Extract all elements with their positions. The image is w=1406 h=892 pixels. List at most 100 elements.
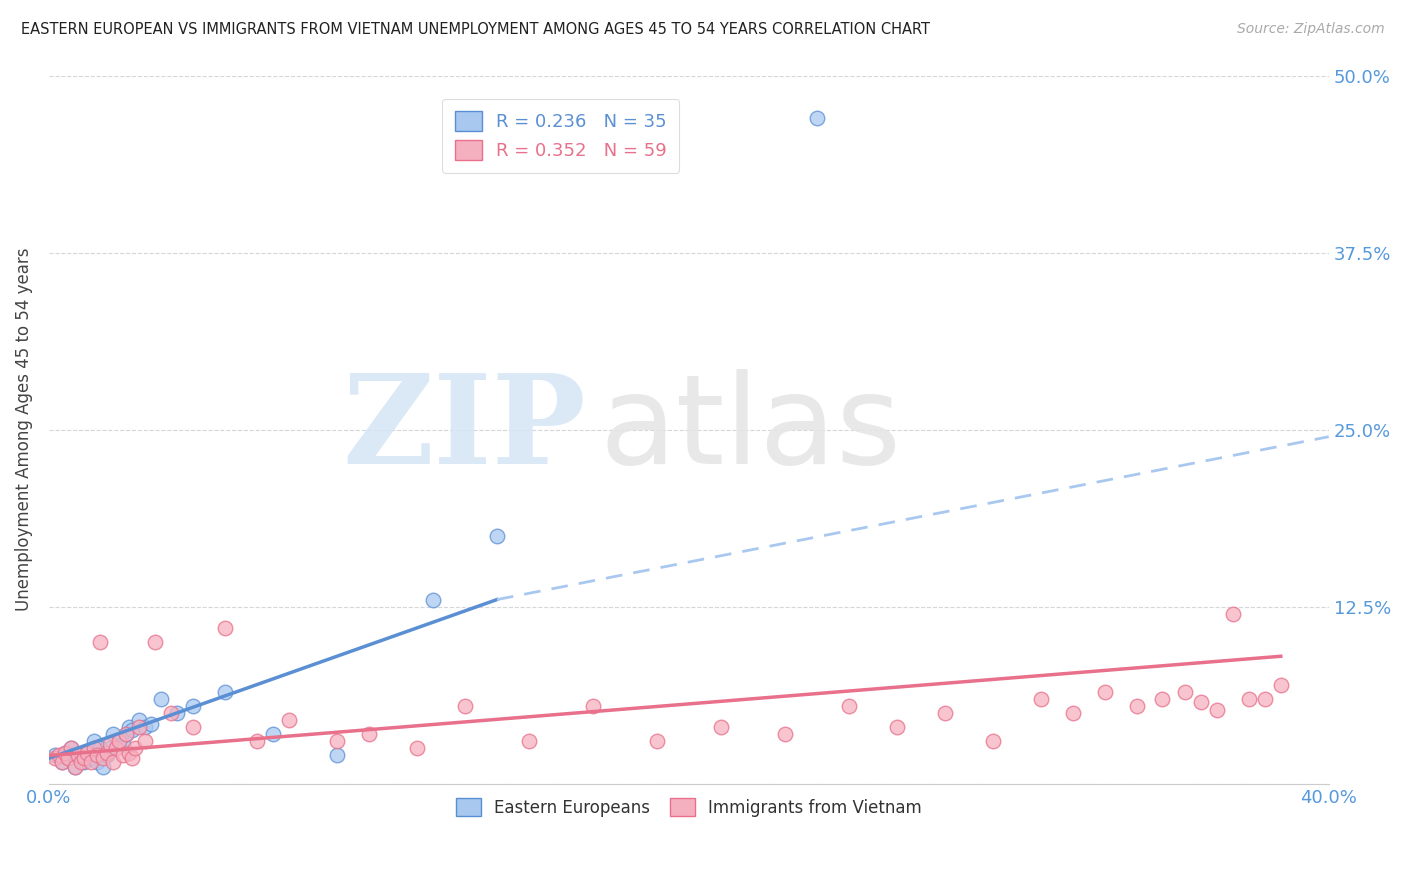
Point — [422, 592, 444, 607]
Point — [118, 720, 141, 734]
Point — [89, 635, 111, 649]
Point — [773, 727, 796, 741]
Point — [517, 734, 540, 748]
Point — [278, 713, 301, 727]
Point — [51, 756, 73, 770]
Text: Source: ZipAtlas.com: Source: ZipAtlas.com — [1237, 22, 1385, 37]
Point — [1237, 691, 1260, 706]
Point — [56, 751, 79, 765]
Point — [51, 756, 73, 770]
Point — [159, 706, 181, 720]
Point — [96, 746, 118, 760]
Point — [93, 760, 115, 774]
Point — [149, 691, 172, 706]
Point — [181, 720, 204, 734]
Point — [79, 751, 101, 765]
Text: atlas: atlas — [599, 369, 901, 490]
Point — [645, 734, 668, 748]
Point — [79, 756, 101, 770]
Point — [134, 734, 156, 748]
Y-axis label: Unemployment Among Ages 45 to 54 years: Unemployment Among Ages 45 to 54 years — [15, 248, 32, 611]
Point — [838, 698, 860, 713]
Point — [89, 741, 111, 756]
Point — [44, 751, 66, 765]
Point — [246, 734, 269, 748]
Point — [73, 751, 96, 765]
Text: EASTERN EUROPEAN VS IMMIGRANTS FROM VIETNAM UNEMPLOYMENT AMONG AGES 45 TO 54 YEA: EASTERN EUROPEAN VS IMMIGRANTS FROM VIET… — [21, 22, 931, 37]
Point — [181, 698, 204, 713]
Point — [114, 727, 136, 741]
Point — [63, 760, 86, 774]
Point — [1062, 706, 1084, 720]
Point — [70, 751, 93, 765]
Point — [406, 741, 429, 756]
Point — [53, 746, 76, 760]
Point — [1189, 695, 1212, 709]
Point — [101, 756, 124, 770]
Point — [582, 698, 605, 713]
Point — [1174, 684, 1197, 698]
Point — [121, 751, 143, 765]
Point — [83, 741, 105, 756]
Point — [1126, 698, 1149, 713]
Point — [98, 741, 121, 756]
Point — [710, 720, 733, 734]
Legend: Eastern Europeans, Immigrants from Vietnam: Eastern Europeans, Immigrants from Vietn… — [447, 790, 931, 825]
Point — [128, 720, 150, 734]
Point — [83, 734, 105, 748]
Point — [1205, 703, 1227, 717]
Point — [60, 741, 83, 756]
Point — [124, 741, 146, 756]
Point — [143, 635, 166, 649]
Point — [806, 111, 828, 125]
Point — [128, 713, 150, 727]
Point — [326, 748, 349, 763]
Point — [166, 706, 188, 720]
Point — [86, 748, 108, 763]
Point — [111, 737, 134, 751]
Point — [66, 748, 89, 763]
Point — [1222, 607, 1244, 621]
Point — [1094, 684, 1116, 698]
Point — [60, 741, 83, 756]
Point — [76, 746, 98, 760]
Point — [108, 734, 131, 748]
Point — [56, 751, 79, 765]
Point — [44, 748, 66, 763]
Point — [141, 717, 163, 731]
Point — [262, 727, 284, 741]
Point — [114, 727, 136, 741]
Point — [76, 746, 98, 760]
Point — [70, 756, 93, 770]
Point — [101, 727, 124, 741]
Point — [214, 621, 236, 635]
Point — [48, 748, 70, 763]
Point — [86, 756, 108, 770]
Point — [73, 756, 96, 770]
Point — [63, 760, 86, 774]
Point — [98, 737, 121, 751]
Point — [454, 698, 477, 713]
Point — [1270, 677, 1292, 691]
Point — [485, 529, 508, 543]
Point — [118, 746, 141, 760]
Point — [981, 734, 1004, 748]
Point — [108, 734, 131, 748]
Point — [93, 751, 115, 765]
Point — [934, 706, 956, 720]
Point — [105, 741, 128, 756]
Point — [326, 734, 349, 748]
Point — [1254, 691, 1277, 706]
Point — [886, 720, 908, 734]
Point — [53, 746, 76, 760]
Point — [96, 748, 118, 763]
Point — [121, 723, 143, 737]
Point — [66, 748, 89, 763]
Text: ZIP: ZIP — [343, 369, 586, 490]
Point — [214, 684, 236, 698]
Point — [1152, 691, 1174, 706]
Point — [111, 748, 134, 763]
Point — [357, 727, 380, 741]
Point — [1029, 691, 1052, 706]
Point — [134, 720, 156, 734]
